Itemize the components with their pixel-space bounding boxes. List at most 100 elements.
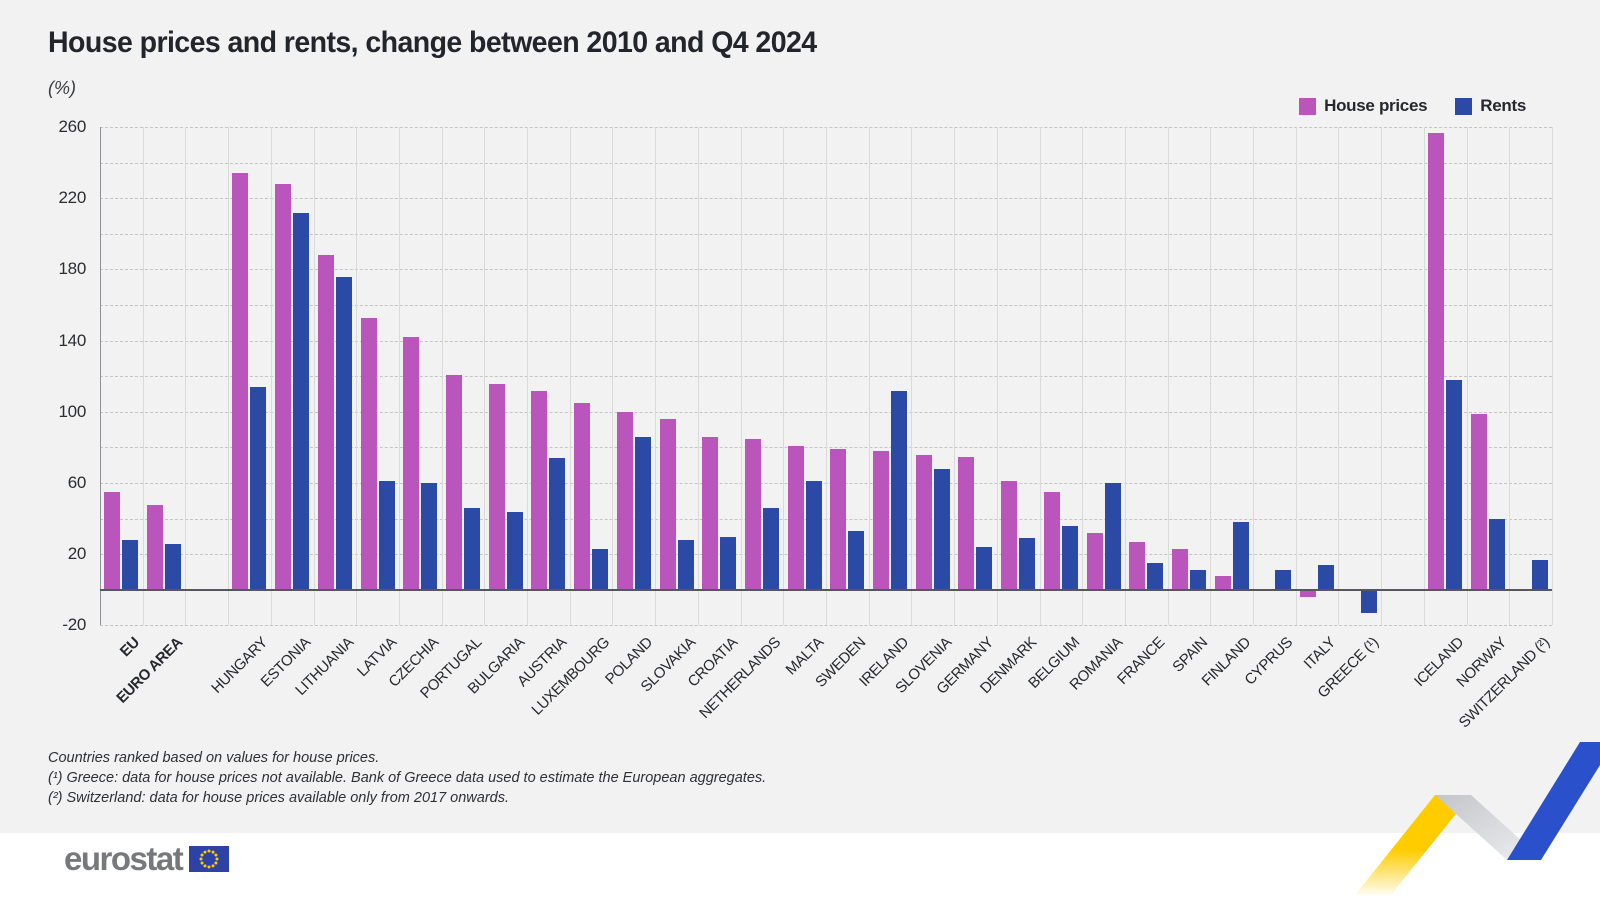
house-price-bar	[1428, 132, 1445, 590]
legend-item-rents: Rents	[1455, 96, 1526, 116]
rent-bar	[1232, 522, 1249, 590]
chart-title: House prices and rents, change between 2…	[48, 26, 817, 59]
rent-bar	[1318, 565, 1335, 590]
house-price-bar	[147, 504, 164, 590]
column-separator	[868, 127, 870, 625]
footnotes: Countries ranked based on values for hou…	[48, 748, 766, 808]
house-price-bar	[702, 436, 719, 590]
zero-axis-line	[100, 589, 1552, 591]
rent-bar	[293, 212, 310, 590]
rent-bar	[335, 276, 352, 590]
column-separator	[270, 127, 272, 625]
house-price-bar	[915, 454, 932, 590]
column-separator	[1466, 127, 1468, 625]
y-axis-tick: 100	[58, 401, 87, 421]
column-separator	[1552, 127, 1553, 625]
rent-bar	[250, 387, 267, 590]
house-price-bar	[1043, 492, 1060, 590]
legend: House prices Rents	[1299, 96, 1526, 116]
rent-bar	[1104, 483, 1121, 590]
rent-bar	[122, 540, 139, 590]
house-price-bar	[616, 412, 633, 590]
rent-bar	[976, 547, 993, 590]
column-separator	[826, 127, 827, 625]
column-separator	[954, 127, 956, 625]
footnote-ranking: Countries ranked based on values for hou…	[48, 750, 380, 766]
column-separator	[1295, 127, 1297, 625]
column-separator	[1082, 127, 1084, 625]
house-prices-swatch-icon	[1299, 97, 1317, 115]
column-separator	[313, 127, 315, 625]
rent-bar	[805, 481, 822, 590]
rent-bar	[1190, 570, 1206, 590]
chart-unit-subtitle: (%)	[48, 78, 76, 98]
column-separator	[1124, 127, 1126, 625]
rent-bar	[720, 536, 737, 590]
house-price-bar	[958, 456, 975, 590]
rent-bar	[762, 508, 779, 590]
rent-bar	[421, 483, 438, 590]
column-separator	[356, 127, 358, 625]
house-price-bar	[1129, 541, 1146, 590]
eurostat-logo: eurostat	[64, 840, 230, 878]
column-separator	[740, 127, 742, 625]
rent-bar	[506, 511, 523, 590]
y-axis-tick: 60	[67, 473, 87, 492]
house-price-bar	[1001, 481, 1018, 590]
house-price-bar	[360, 317, 377, 590]
rent-bar	[677, 540, 694, 590]
rent-bar	[464, 508, 480, 590]
house-price-bar	[104, 492, 121, 590]
column-separator	[142, 127, 144, 625]
house-price-bar	[1300, 590, 1317, 598]
rent-bar	[1360, 590, 1377, 614]
x-axis-label: NETHERLANDS	[696, 634, 784, 722]
rent-bar	[848, 531, 865, 590]
rent-bar	[1531, 559, 1548, 590]
house-price-bar	[275, 184, 292, 590]
eurostat-zigzag-decoration-icon	[1355, 742, 1600, 895]
house-price-bar	[574, 403, 591, 590]
house-price-bar	[1470, 413, 1487, 590]
rent-bar	[1061, 525, 1078, 590]
house-price-bar	[830, 449, 847, 590]
rent-bar	[549, 458, 566, 590]
rent-bar	[1488, 518, 1505, 590]
column-separator	[398, 127, 400, 625]
x-axis-label: ITALY	[1300, 634, 1340, 673]
x-axis-label: EU	[117, 634, 144, 661]
eurostat-wordmark: eurostat	[64, 840, 184, 877]
y-axis-tick: 260	[58, 117, 87, 136]
y-axis-tick: 220	[58, 188, 87, 208]
rents-swatch-icon	[1455, 97, 1473, 115]
y-axis-tick: 20	[67, 544, 87, 564]
house-price-bar	[659, 419, 676, 590]
house-price-bar	[232, 173, 249, 590]
column-separator	[655, 127, 657, 625]
column-separator	[569, 127, 571, 625]
rent-bar	[1275, 570, 1292, 590]
house-price-bar	[403, 337, 420, 590]
house-price-bar	[488, 383, 505, 590]
column-separator	[996, 127, 998, 625]
eu-flag-icon	[189, 846, 230, 872]
column-separator	[783, 127, 785, 625]
legend-item-house-prices: House prices	[1299, 96, 1428, 116]
y-axis-tick: 180	[58, 259, 87, 279]
house-price-bar	[787, 445, 804, 590]
footnote-greece: (¹) Greece: data for house prices not av…	[48, 770, 767, 786]
column-separator	[697, 127, 699, 625]
column-separator	[441, 127, 443, 625]
y-axis-line	[100, 127, 101, 625]
footer-band	[0, 833, 1600, 900]
column-separator	[1381, 127, 1383, 625]
house-price-bar	[873, 451, 890, 590]
column-separator	[1509, 127, 1511, 625]
legend-label-house-prices: House prices	[1324, 96, 1428, 115]
column-separator	[228, 127, 230, 625]
house-price-bar	[744, 438, 761, 590]
house-price-bar	[317, 255, 334, 590]
rent-bar	[1446, 379, 1463, 590]
column-separator	[484, 127, 486, 625]
